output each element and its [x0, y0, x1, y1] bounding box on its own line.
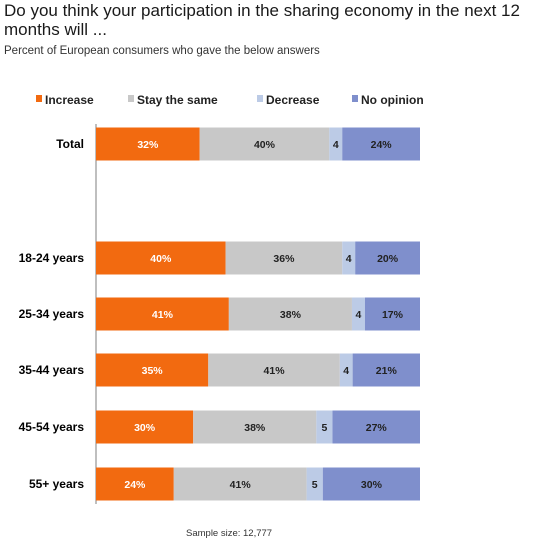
data-label: 4	[346, 253, 352, 265]
bar-segment	[355, 241, 420, 275]
legend-swatch	[352, 95, 358, 102]
bar-segment	[96, 127, 200, 161]
bar-segment	[225, 241, 343, 275]
bar-segment	[342, 127, 420, 161]
category-label: 55+ years	[29, 477, 84, 491]
bar-segment	[352, 353, 420, 387]
legend-swatch	[257, 95, 263, 102]
legend-label: Stay the same	[137, 93, 218, 107]
bar-segment	[96, 353, 209, 387]
bar-segment	[96, 467, 174, 501]
data-label: 40%	[254, 139, 276, 151]
sample-size-note: Sample size: 12,777	[186, 528, 273, 539]
data-label: 32%	[137, 139, 159, 151]
bar-segment	[322, 467, 420, 501]
data-label: 30%	[361, 479, 383, 491]
data-label: 41%	[152, 309, 174, 321]
data-label: 35%	[142, 365, 164, 377]
legend-swatch	[36, 95, 42, 102]
legend-label: Decrease	[266, 93, 320, 107]
bar-segment	[351, 297, 365, 331]
data-label: 24%	[124, 479, 146, 491]
bar-segment	[306, 467, 323, 501]
bar-segment	[342, 241, 356, 275]
data-label: 17%	[382, 309, 404, 321]
bar-segment	[339, 353, 353, 387]
data-label: 5	[321, 422, 327, 434]
legend-label: No opinion	[361, 93, 424, 107]
bar-segment	[332, 410, 420, 444]
category-label: 45-54 years	[19, 420, 85, 434]
bar-segment	[208, 353, 340, 387]
bar-segment	[96, 297, 229, 331]
category-label: Total	[56, 137, 84, 151]
legend-swatch	[128, 95, 134, 102]
data-label: 38%	[244, 422, 266, 434]
bar-segment	[228, 297, 352, 331]
bar-segment	[364, 297, 420, 331]
bar-segment	[96, 410, 194, 444]
bar-segment	[173, 467, 307, 501]
category-label: 25-34 years	[19, 307, 85, 321]
bar-segment	[199, 127, 330, 161]
category-label: 18-24 years	[19, 251, 85, 265]
bar-segment	[96, 241, 226, 275]
data-label: 4	[333, 139, 339, 151]
data-label: 4	[356, 309, 362, 321]
chart-title: Do you think your participation in the s…	[4, 1, 520, 39]
data-label: 4	[343, 365, 349, 377]
data-label: 27%	[366, 422, 388, 434]
data-label: 38%	[280, 309, 302, 321]
data-label: 41%	[230, 479, 252, 491]
data-label: 36%	[273, 253, 295, 265]
bar-segment	[316, 410, 333, 444]
category-label: 35-44 years	[19, 363, 85, 377]
data-label: 20%	[377, 253, 399, 265]
legend-label: Increase	[45, 93, 94, 107]
data-label: 40%	[150, 253, 172, 265]
data-label: 30%	[134, 422, 156, 434]
chart-subtitle: Percent of European consumers who gave t…	[4, 45, 320, 57]
data-label: 24%	[371, 139, 393, 151]
data-label: 21%	[376, 365, 398, 377]
bar-segment	[193, 410, 317, 444]
data-label: 41%	[264, 365, 286, 377]
bar-segment	[329, 127, 343, 161]
data-label: 5	[312, 479, 318, 491]
